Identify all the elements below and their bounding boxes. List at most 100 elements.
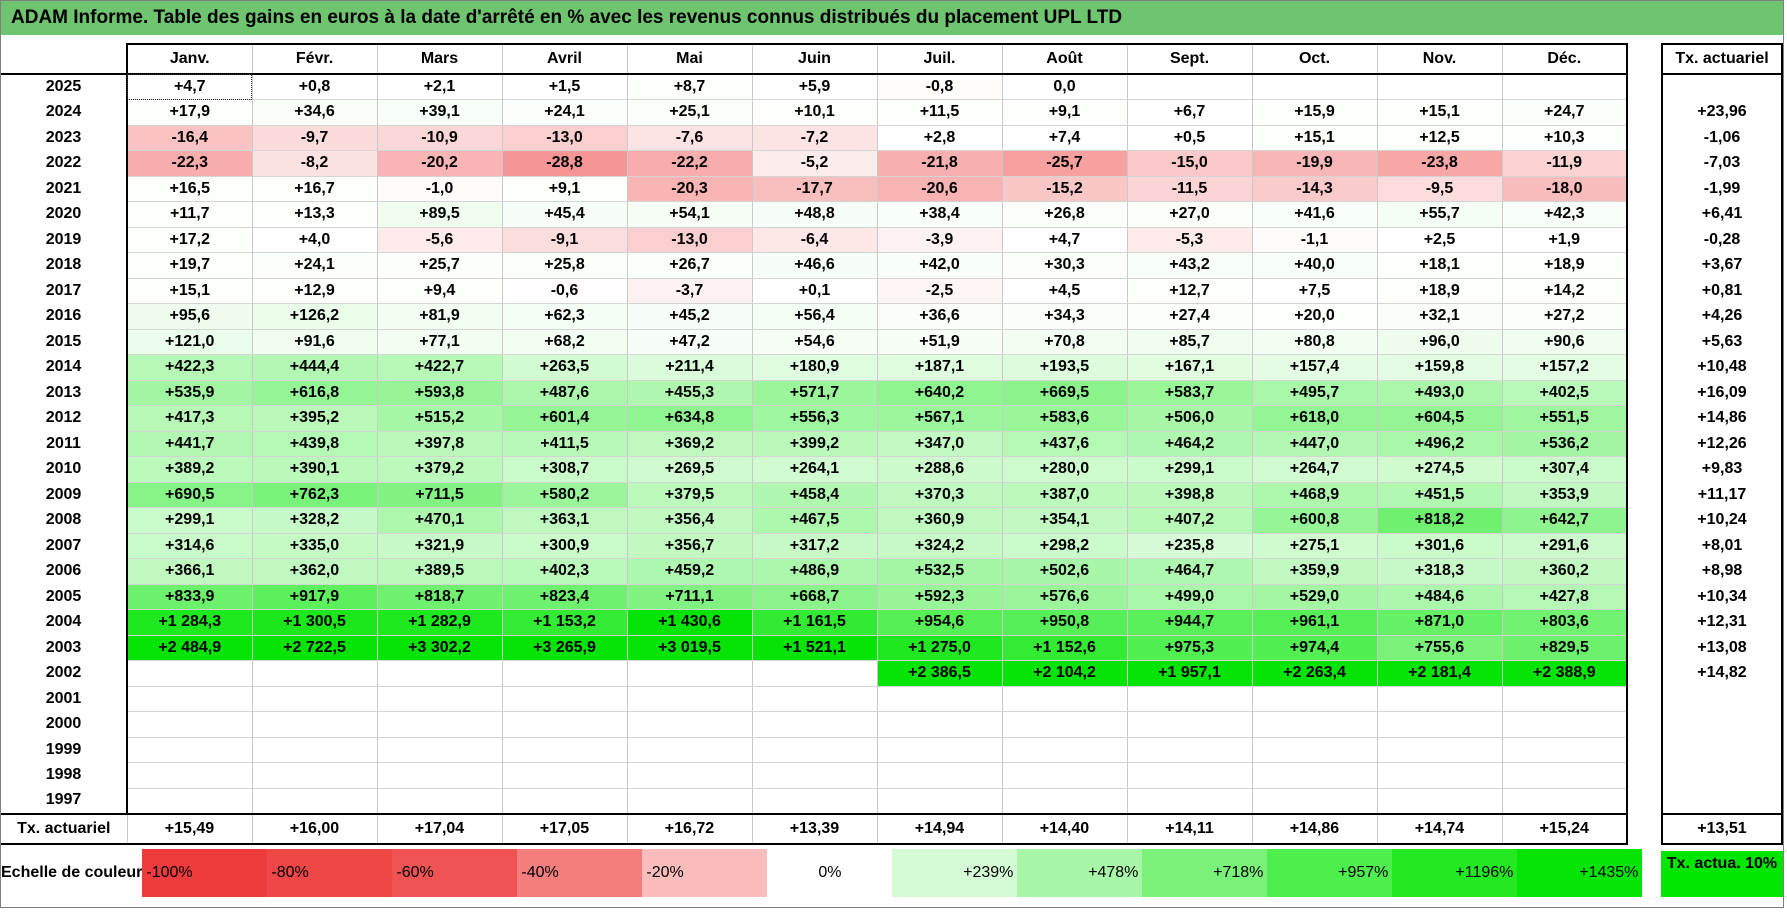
gain-cell: -13,0 <box>626 227 752 253</box>
gain-cell: +2 386,5 <box>876 660 1002 687</box>
year-label: 2022 <box>45 154 82 172</box>
gain-cell <box>626 711 752 738</box>
gain-cell: +126,2 <box>251 303 377 330</box>
gain-cell: +288,6 <box>876 456 1002 483</box>
gain-cell <box>876 686 1002 712</box>
month-header: Nov. <box>1376 43 1502 75</box>
gain-cell <box>751 762 877 789</box>
gain-cell: +583,7 <box>1126 380 1252 406</box>
gain-cell: +9,4 <box>376 278 502 304</box>
tx-cell: +11,17 <box>1661 482 1783 508</box>
gain-cell <box>501 711 627 738</box>
gain-cell: +19,7 <box>126 252 252 279</box>
gain-cell <box>501 788 627 815</box>
gain-cell: -28,8 <box>501 150 627 177</box>
gain-cell: +18,9 <box>1501 252 1628 279</box>
gain-cell: +307,4 <box>1501 456 1628 483</box>
gain-cell <box>251 711 377 738</box>
gain-cell: +321,9 <box>376 533 502 559</box>
gain-cell <box>1251 686 1377 712</box>
gain-cell: +755,6 <box>1376 635 1502 661</box>
gain-cell: -17,7 <box>751 176 877 202</box>
gain-cell: -11,9 <box>1501 150 1628 177</box>
gain-cell <box>876 711 1002 738</box>
tx-cell <box>1661 762 1783 788</box>
table-row: 2005 +833,9 +917,9 +818,7 +823,4 +711,1 +668,7… <box>1 584 1628 610</box>
scale-swatch: -40% <box>517 849 643 897</box>
total-cell: +15,24 <box>1501 813 1628 845</box>
gain-cell: -22,3 <box>126 150 252 177</box>
year-label: 2020 <box>45 205 82 223</box>
gain-cell: -21,8 <box>876 150 1002 177</box>
tx-row: +10,34 <box>1661 584 1783 610</box>
tx-cell: +12,26 <box>1661 431 1783 457</box>
year-label: 2008 <box>45 511 82 529</box>
gain-cell: +56,4 <box>751 303 877 330</box>
gain-cell <box>251 737 377 763</box>
actuarial-rate-column: Tx. actuariel +23,96 -1,06 -7,03 -1,99 +6,41-… <box>1661 43 1783 845</box>
gain-cell <box>126 762 252 789</box>
actuarial-total-row: Tx. actuariel +15,49 +16,00 +17,04 +17,05 +16… <box>1 812 1628 845</box>
gain-cell: -18,0 <box>1501 176 1628 202</box>
header-row: Janv. Févr. Mars Avril Mai Juin Juil. Août Sept.… <box>1 43 1628 75</box>
tx-cell: +23,96 <box>1661 99 1783 125</box>
year-label: 2003 <box>45 638 82 656</box>
table-row: 2021 +16,5 +16,7 -1,0 +9,1 -20,3 -17,7 -20,6 -15… <box>1 176 1628 202</box>
table-row: 2006 +366,1 +362,0 +389,5 +402,3 +459,2 +486,9… <box>1 558 1628 585</box>
gain-cell: +17,2 <box>126 227 252 253</box>
gain-cell: +2 722,5 <box>251 635 377 661</box>
year-label: 2015 <box>45 332 82 350</box>
gain-cell: +592,3 <box>876 584 1002 610</box>
gain-cell: +974,4 <box>1251 635 1377 661</box>
gain-cell: -9,1 <box>501 227 627 253</box>
table-row: 2020 +11,7 +13,3 +89,5 +45,4 +54,1 +48,8 +38,4 +… <box>1 201 1628 228</box>
tx-row: +0,81 <box>1661 278 1783 304</box>
gain-cell: +10,3 <box>1501 125 1628 151</box>
gain-cell: -3,9 <box>876 227 1002 253</box>
gain-cell <box>876 788 1002 815</box>
gain-cell: +711,5 <box>376 482 502 508</box>
tx-row: -1,99 <box>1661 176 1783 202</box>
year-label: 2013 <box>45 383 82 401</box>
gain-cell: +535,9 <box>126 380 252 406</box>
gain-cell: +567,1 <box>876 405 1002 432</box>
tx-row: +9,83 <box>1661 456 1783 482</box>
year-label: 2017 <box>45 281 82 299</box>
tx-cell: -1,99 <box>1661 176 1783 202</box>
gain-cell: +576,6 <box>1001 584 1127 610</box>
gain-cell: +532,5 <box>876 558 1002 585</box>
gain-cell: -19,9 <box>1251 150 1377 177</box>
tx-cell <box>1661 711 1783 737</box>
total-cell: +16,00 <box>251 813 377 845</box>
gain-cell: +437,6 <box>1001 431 1127 457</box>
gain-cell: +27,4 <box>1126 303 1252 330</box>
gain-cell: +2 388,9 <box>1501 660 1628 687</box>
gain-cell <box>751 660 877 687</box>
gain-cell: +121,0 <box>126 329 252 355</box>
gain-cell: +43,2 <box>1126 252 1252 279</box>
gains-table: Janv. Févr. Mars Avril Mai Juin Juil. Août Sept.… <box>1 43 1628 845</box>
gain-cell: -5,6 <box>376 227 502 253</box>
gain-cell: +95,6 <box>126 303 252 330</box>
gain-cell: +422,7 <box>376 354 502 381</box>
gain-cell: +11,7 <box>126 201 252 228</box>
gain-cell: +954,6 <box>876 609 1002 636</box>
gain-cell <box>751 711 877 738</box>
gain-cell <box>251 660 377 687</box>
gain-cell: +502,6 <box>1001 558 1127 585</box>
table-row: 2002 +2 386,5 +2 104,2 +1 957,1 +2 263,4 +2 1… <box>1 660 1628 687</box>
gain-cell: +77,1 <box>376 329 502 355</box>
gain-cell: +556,3 <box>751 405 877 432</box>
gain-cell: +96,0 <box>1376 329 1502 355</box>
gain-cell: +347,0 <box>876 431 1002 457</box>
year-label: 1999 <box>45 740 82 758</box>
table-row: 2016 +95,6 +126,2 +81,9 +62,3 +45,2 +56,4 +36,6… <box>1 303 1628 330</box>
gain-cell: +335,0 <box>251 533 377 559</box>
gain-cell <box>1001 762 1127 789</box>
tx-row: +6,41 <box>1661 201 1783 227</box>
gain-cell <box>501 762 627 789</box>
table-row: 2010 +389,2 +390,1 +379,2 +308,7 +269,5 +264,1… <box>1 456 1628 483</box>
table-row: 2018 +19,7 +24,1 +25,7 +25,8 +26,7 +46,6 +42,0 +… <box>1 252 1628 279</box>
scale-swatch: 0% <box>767 849 893 897</box>
year-label: 2021 <box>45 179 82 197</box>
